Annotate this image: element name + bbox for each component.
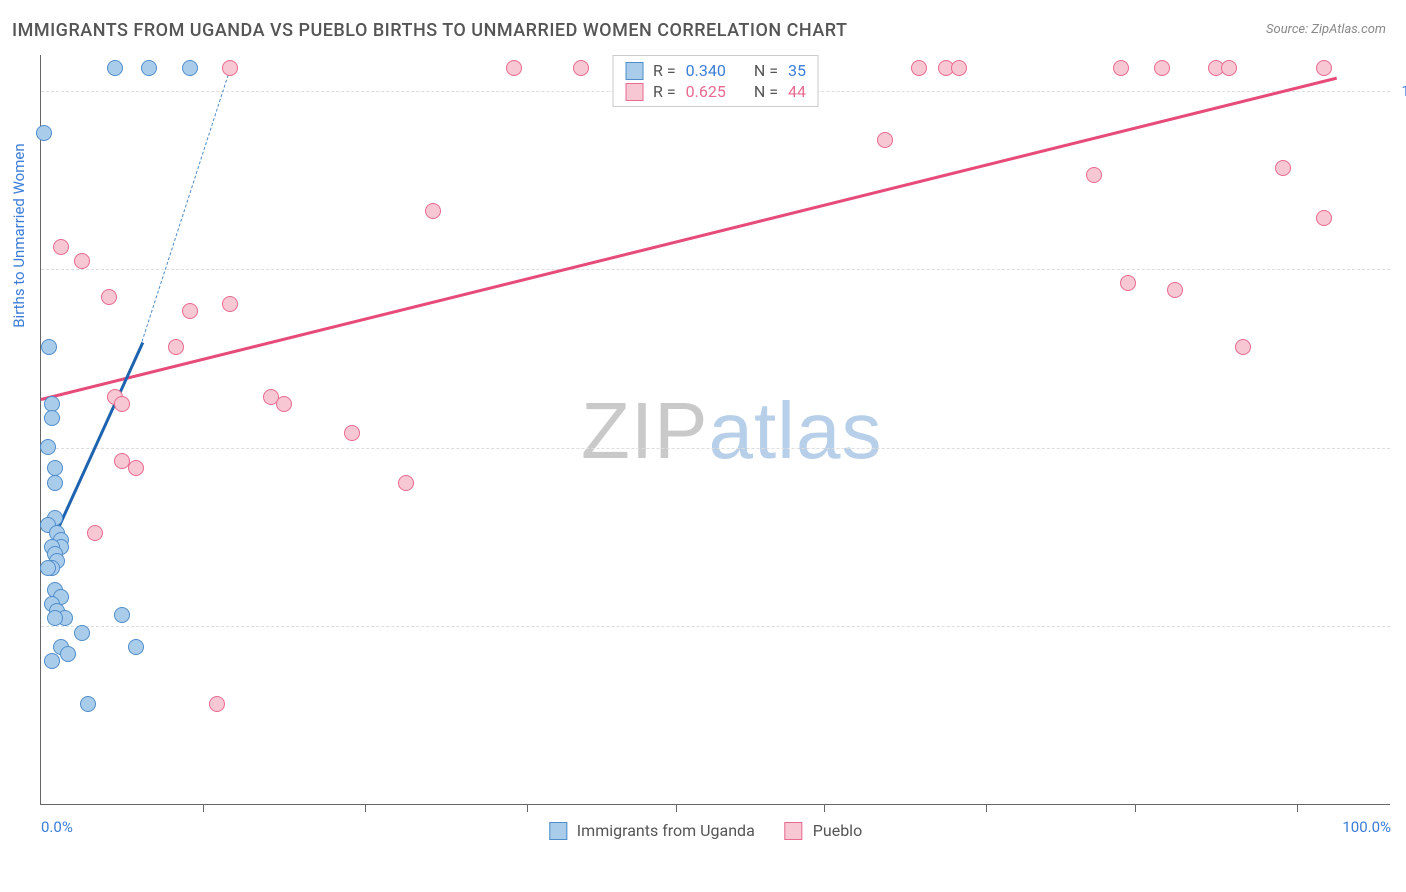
data-point-uganda <box>141 60 157 76</box>
trend-line <box>142 70 231 342</box>
x-tick <box>527 804 528 812</box>
data-point-uganda <box>128 639 144 655</box>
data-point-pueblo <box>114 396 130 412</box>
data-point-pueblo <box>425 203 441 219</box>
swatch-pueblo-icon <box>625 83 643 101</box>
watermark-part-2: atlas <box>708 386 882 475</box>
x-tick <box>365 804 366 812</box>
source-attribution: Source: ZipAtlas.com <box>1266 22 1386 37</box>
n-value-pueblo: 44 <box>788 82 806 101</box>
data-point-pueblo <box>101 289 117 305</box>
data-point-uganda <box>182 60 198 76</box>
data-point-pueblo <box>1120 275 1136 291</box>
data-point-uganda <box>44 410 60 426</box>
data-point-pueblo <box>1167 282 1183 298</box>
data-point-pueblo <box>209 696 225 712</box>
r-label: R = <box>653 82 676 101</box>
n-label: N = <box>754 82 778 101</box>
data-point-pueblo <box>53 239 69 255</box>
data-point-uganda <box>44 653 60 669</box>
legend-label-uganda: Immigrants from Uganda <box>577 821 755 840</box>
swatch-uganda-icon <box>625 62 643 80</box>
data-point-pueblo <box>168 339 184 355</box>
chart-title: IMMIGRANTS FROM UGANDA VS PUEBLO BIRTHS … <box>12 20 847 41</box>
r-label: R = <box>653 61 676 80</box>
chart-container: IMMIGRANTS FROM UGANDA VS PUEBLO BIRTHS … <box>0 0 1406 892</box>
data-point-uganda <box>41 339 57 355</box>
watermark: ZIPatlas <box>581 385 882 477</box>
data-point-pueblo <box>951 60 967 76</box>
data-point-pueblo <box>1235 339 1251 355</box>
gridline-h <box>41 626 1390 627</box>
r-value-pueblo: 0.625 <box>686 82 726 101</box>
data-point-uganda <box>47 475 63 491</box>
gridline-h <box>41 269 1390 270</box>
n-label: N = <box>754 61 778 80</box>
data-point-pueblo <box>222 296 238 312</box>
data-point-pueblo <box>222 60 238 76</box>
x-tick <box>676 804 677 812</box>
data-point-uganda <box>80 696 96 712</box>
legend-row-uganda: R = 0.340 N = 35 <box>625 60 806 81</box>
data-point-pueblo <box>506 60 522 76</box>
data-point-pueblo <box>573 60 589 76</box>
data-point-pueblo <box>398 475 414 491</box>
watermark-part-1: ZIP <box>581 386 708 475</box>
x-tick-label: 100.0% <box>1342 818 1391 836</box>
data-point-pueblo <box>911 60 927 76</box>
x-tick <box>986 804 987 812</box>
data-point-pueblo <box>1154 60 1170 76</box>
gridline-h <box>41 448 1390 449</box>
data-point-uganda <box>114 607 130 623</box>
swatch-pueblo-icon <box>785 822 803 840</box>
x-tick-label: 0.0% <box>41 818 73 836</box>
x-tick <box>824 804 825 812</box>
data-point-uganda <box>40 560 56 576</box>
data-point-pueblo <box>1275 160 1291 176</box>
data-point-pueblo <box>276 396 292 412</box>
data-point-uganda <box>47 610 63 626</box>
x-tick <box>203 804 204 812</box>
data-point-pueblo <box>1316 210 1332 226</box>
data-point-pueblo <box>1113 60 1129 76</box>
trend-line <box>53 342 143 536</box>
legend-label-pueblo: Pueblo <box>813 821 862 840</box>
data-point-uganda <box>107 60 123 76</box>
r-value-uganda: 0.340 <box>686 61 726 80</box>
data-point-pueblo <box>1086 167 1102 183</box>
trend-line <box>41 76 1338 400</box>
y-tick-label: 100.0% <box>1401 82 1406 100</box>
y-axis-label: Births to Unmarried Women <box>10 143 28 327</box>
data-point-uganda <box>60 646 76 662</box>
plot-area: ZIPatlas R = 0.340 N = 35 R = 0.625 N = … <box>40 55 1390 805</box>
data-point-pueblo <box>344 425 360 441</box>
data-point-pueblo <box>1221 60 1237 76</box>
x-tick <box>1297 804 1298 812</box>
n-value-uganda: 35 <box>788 61 806 80</box>
data-point-pueblo <box>182 303 198 319</box>
data-point-pueblo <box>1316 60 1332 76</box>
data-point-pueblo <box>877 132 893 148</box>
x-tick <box>1135 804 1136 812</box>
data-point-uganda <box>36 125 52 141</box>
data-point-pueblo <box>87 525 103 541</box>
legend-row-pueblo: R = 0.625 N = 44 <box>625 81 806 102</box>
data-point-pueblo <box>74 253 90 269</box>
correlation-legend: R = 0.340 N = 35 R = 0.625 N = 44 <box>612 55 819 107</box>
swatch-uganda-icon <box>549 822 567 840</box>
data-point-uganda <box>40 439 56 455</box>
series-legend: Immigrants from Uganda Pueblo <box>549 821 882 840</box>
data-point-pueblo <box>128 460 144 476</box>
data-point-uganda <box>74 625 90 641</box>
